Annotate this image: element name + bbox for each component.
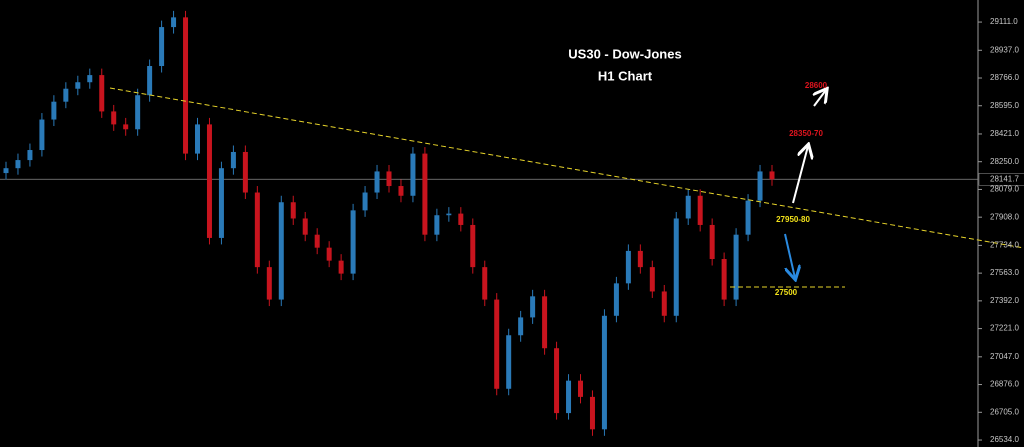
candle-body: [362, 192, 368, 211]
candle-body: [721, 259, 727, 300]
candle-body: [218, 168, 224, 238]
candle-body: [242, 151, 248, 193]
candle-body: [350, 210, 356, 274]
candle-body: [278, 202, 284, 300]
candle-body: [554, 348, 560, 414]
y-tick-label: 28250.0: [990, 157, 1019, 166]
candle-body: [195, 124, 200, 154]
candle-body: [15, 160, 21, 169]
candle-body: [171, 17, 177, 28]
y-tick-label: 27221.0: [990, 324, 1019, 333]
y-tick-label: 27734.0: [990, 241, 1019, 250]
candle-body: [494, 299, 500, 389]
candle-body: [625, 250, 631, 284]
candle-body: [613, 283, 619, 316]
candle-body: [398, 186, 404, 196]
candle-body: [159, 27, 165, 67]
candle-body: [709, 224, 715, 260]
y-tick-label: 26705.0: [990, 407, 1019, 416]
y-tick-label: 28766.0: [990, 73, 1019, 82]
annotation: 28600: [805, 81, 828, 90]
y-tick-label: 26534.0: [990, 435, 1019, 444]
candle-body: [601, 315, 607, 430]
up-arrow: [792, 146, 808, 204]
y-tick-label: 27563.0: [990, 268, 1019, 277]
candle-body: [518, 317, 524, 336]
candle-body: [661, 291, 667, 316]
candle-body: [183, 17, 189, 154]
chart-title: US30 - Dow-Jones: [568, 46, 681, 61]
candle-body: [99, 75, 105, 112]
candle-body: [386, 171, 392, 187]
candle-body: [506, 335, 512, 389]
y-tick-label: 29111.0: [990, 17, 1018, 26]
candle-body: [135, 95, 141, 130]
candle-body: [410, 153, 416, 196]
candle-body: [470, 224, 476, 268]
candle-body: [637, 250, 643, 268]
candle-body: [338, 260, 344, 274]
candle-body: [374, 171, 380, 193]
candle-body: [123, 124, 129, 130]
candle-body: [530, 296, 536, 318]
y-tick-label: 26876.0: [990, 380, 1019, 389]
candle-body: [733, 234, 739, 300]
candle-body: [685, 195, 691, 219]
candle-body: [87, 75, 93, 83]
candle-body: [482, 267, 488, 300]
y-tick-label: 28079.0: [990, 185, 1019, 194]
candle-body: [266, 267, 272, 300]
current-price-label: 28141.7: [990, 174, 1019, 183]
candle-body: [290, 202, 296, 219]
candle-body: [673, 218, 679, 316]
down-arrow: [784, 233, 795, 278]
candle-body: [111, 111, 117, 125]
candle-body: [51, 101, 57, 120]
candle-body: [3, 168, 9, 174]
candle-body: [649, 267, 655, 292]
y-tick-label: 27392.0: [990, 296, 1019, 305]
current-price-box: [978, 173, 1024, 186]
candle-body: [578, 380, 583, 397]
candle-body: [254, 192, 260, 268]
annotation: 27950-80: [776, 215, 810, 224]
annotation: 28350-70: [789, 129, 823, 138]
candle-body: [230, 151, 236, 169]
up-arrow: [814, 90, 826, 107]
candle-body: [314, 234, 320, 248]
candle-body: [147, 66, 153, 96]
candle-body: [434, 215, 440, 235]
candle-body: [326, 247, 332, 261]
candle-body: [769, 171, 775, 180]
candle-body: [206, 124, 212, 238]
candle-body: [75, 82, 81, 89]
candle-body: [302, 218, 308, 235]
y-tick-label: 28595.0: [990, 101, 1019, 110]
candle-body: [39, 119, 45, 151]
candle-body: [446, 213, 452, 216]
candle-body: [542, 296, 548, 349]
annotation: 27500: [775, 288, 798, 297]
y-tick-label: 27908.0: [990, 212, 1019, 221]
y-tick-label: 27047.0: [990, 352, 1019, 361]
candle-body: [458, 213, 464, 225]
y-tick-label: 28421.0: [990, 129, 1019, 138]
plot-area: [0, 10, 978, 436]
candle-body: [697, 195, 703, 225]
candle-body: [757, 171, 763, 201]
candle-body: [745, 200, 751, 235]
chart-subtitle: H1 Chart: [598, 68, 653, 83]
y-tick-label: 28937.0: [990, 45, 1019, 54]
candle-body: [27, 150, 33, 161]
candle-body: [589, 396, 595, 430]
candle-body: [422, 153, 428, 235]
trend-line: [109, 87, 1024, 249]
candle-body: [566, 380, 572, 414]
candle-body: [63, 88, 69, 102]
